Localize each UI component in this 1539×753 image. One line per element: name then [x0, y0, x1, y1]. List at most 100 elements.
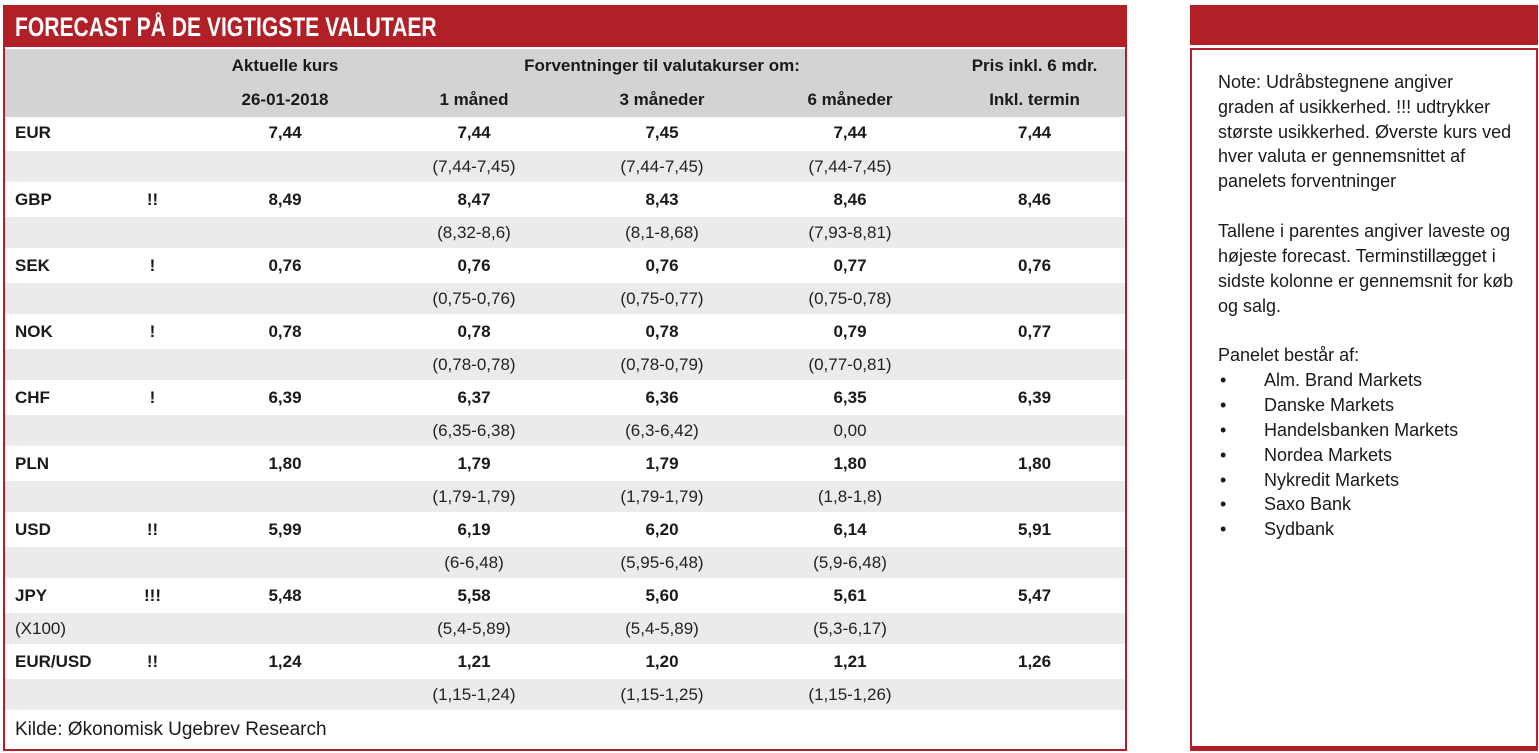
header-date: 26-01-2018 [190, 83, 380, 117]
forecast-3m-range-cell: (0,75-0,77) [568, 281, 756, 316]
currency-main-row: NOK! 0,78 0,78 0,78 0,79 0,77 [5, 315, 1125, 348]
forecast-1m-range-cell: (1,15-1,24) [380, 677, 568, 712]
currency-cell: PLN [15, 453, 49, 473]
spacer-cell [115, 413, 190, 448]
currency-main-row: JPY!!! 5,48 5,58 5,60 5,61 5,47 [5, 579, 1125, 612]
forecast-1m-cell: 7,44 [457, 123, 491, 142]
spacer-cell [5, 49, 115, 83]
spacer-cell [190, 611, 380, 646]
termin-price-cell: 1,80 [1017, 453, 1052, 473]
currency-main-row: SEK! 0,76 0,76 0,76 0,77 0,76 [5, 249, 1125, 282]
list-item: • Alm. Brand Markets [1218, 368, 1514, 393]
uncertainty-cell: !! [146, 519, 159, 539]
spacer-cell [944, 611, 1126, 646]
forecast-6m-range-cell: (0,77-0,81) [756, 347, 945, 382]
current-rate-cell: 1,80 [268, 453, 302, 473]
currency-cell: EUR/USD [15, 651, 92, 671]
spacer-cell [5, 83, 115, 117]
note-paragraph-uncertainty: Note: Udråbstegnene angiver graden af us… [1218, 72, 1512, 192]
panel-member-list: • Alm. Brand Markets • Danske Markets • Hande… [1218, 368, 1514, 542]
forecast-3m-cell: 6,20 [645, 519, 679, 539]
header-3-maaneder: 3 måneder [568, 83, 756, 117]
uncertainty-cell: ! [149, 255, 156, 275]
forecast-1m-range-cell: (6-6,48) [380, 545, 568, 580]
panel-heading: Panelet består af: [1218, 345, 1360, 366]
currency-sub-cell [5, 479, 115, 514]
spacer-cell [115, 347, 190, 382]
currency-cell: EUR [15, 123, 51, 142]
currency-cell: NOK [15, 321, 53, 341]
source-label: Kilde: Økonomisk Ugebrev Research [5, 711, 1126, 748]
forecast-1m-range-cell: (7,44-7,45) [380, 149, 568, 184]
spacer-cell [944, 347, 1126, 382]
list-item-label: Alm. Brand Markets [1264, 370, 1423, 391]
current-rate-cell: 8,49 [268, 189, 302, 209]
list-item-label: Nordea Markets [1264, 444, 1393, 465]
termin-price-cell: 5,47 [1017, 585, 1052, 605]
forecast-3m-cell: 5,60 [645, 585, 679, 605]
forecast-3m-range-cell: (8,1-8,68) [568, 215, 756, 250]
spacer-cell [115, 149, 190, 184]
currency-cell: USD [15, 519, 51, 539]
forecast-1m-range-cell: (0,78-0,78) [380, 347, 568, 382]
bullet-icon: • [1220, 370, 1227, 391]
table-header-row-2: 26-01-2018 1 måned 3 måneder 6 måneder I… [5, 83, 1126, 117]
spacer-cell [115, 215, 190, 250]
spacer-cell [115, 281, 190, 316]
currency-range-row: (7,44-7,45) (7,44-7,45) (7,44-7,45) [5, 149, 1126, 184]
currency-cell: GBP [15, 189, 52, 209]
currency-range-row: (8,32-8,6) (8,1-8,68) (7,93-8,81) [5, 215, 1126, 250]
currency-range-row: (1,79-1,79) (1,79-1,79) (1,8-1,8) [5, 479, 1126, 514]
forecast-1m-range-cell: (5,4-5,89) [380, 611, 568, 646]
forecast-1m-cell: 6,37 [457, 387, 491, 407]
uncertainty-cell: !! [146, 651, 159, 671]
spacer-cell [115, 83, 190, 117]
spacer-cell [190, 281, 380, 316]
header-aktuelle-kurs: Aktuelle kurs [190, 49, 380, 83]
table-header: Aktuelle kurs Forventninger til valutaku… [5, 49, 1126, 117]
note-paragraph-ranges: Tallene i parentes angiver laveste og hø… [1218, 221, 1514, 316]
spacer-cell [190, 413, 380, 448]
currency-range-row: (1,15-1,24) (1,15-1,25) (1,15-1,26) [5, 677, 1126, 712]
termin-price-cell: 5,91 [1017, 519, 1052, 539]
termin-price-cell: 8,46 [1017, 189, 1052, 209]
currency-main-row: USD!! 5,99 6,19 6,20 6,14 5,91 [5, 513, 1125, 546]
currency-cell: SEK [15, 255, 50, 275]
forecast-3m-range-cell: (6,3-6,42) [568, 413, 756, 448]
forecast-6m-cell: 0,77 [833, 255, 867, 275]
forecast-3m-range-cell: (7,44-7,45) [568, 149, 756, 184]
currency-sub-cell [5, 677, 115, 712]
forecast-6m-range-cell: (5,3-6,17) [756, 611, 945, 646]
forecast-1m-range-cell: (1,79-1,79) [380, 479, 568, 514]
forecast-3m-range-cell: (1,15-1,25) [568, 677, 756, 712]
bullet-icon: • [1220, 469, 1227, 490]
forecast-6m-range-cell: (5,9-6,48) [756, 545, 945, 580]
spacer-cell [190, 545, 380, 580]
forecast-3m-range-cell: (0,78-0,79) [568, 347, 756, 382]
forecast-1m-cell: 5,58 [457, 585, 491, 605]
currency-cell: JPY [15, 585, 48, 605]
uncertainty-cell: ! [149, 321, 156, 341]
page-title: FORECAST PÅ DE VIGTIGSTE VALUTAER [15, 11, 437, 42]
uncertainty-cell: !!! [144, 585, 161, 605]
currency-sub-cell [5, 215, 115, 250]
forecast-6m-cell: 5,61 [833, 585, 867, 605]
currency-range-row: (X100) (5,4-5,89) (5,4-5,89) (5,3-6,17) [5, 611, 1126, 646]
bullet-icon: • [1220, 494, 1227, 515]
currency-range-row: (6,35-6,38) (6,3-6,42) 0,00 [5, 413, 1126, 448]
source-row: Kilde: Økonomisk Ugebrev Research [5, 711, 1126, 748]
uncertainty-cell: ! [149, 387, 156, 407]
forecast-6m-cell: 6,14 [833, 519, 867, 539]
spacer-cell [190, 149, 380, 184]
current-rate-cell: 6,39 [268, 387, 302, 407]
spacer-cell [115, 49, 190, 83]
forecast-3m-cell: 1,20 [645, 651, 679, 671]
termin-price-cell: 6,39 [1017, 387, 1052, 407]
forecast-1m-cell: 1,79 [457, 453, 491, 473]
current-rate-cell: 1,24 [268, 651, 302, 671]
list-item: • Sydbank [1218, 517, 1514, 542]
spacer-cell [944, 545, 1126, 580]
bullet-icon: • [1220, 419, 1227, 440]
spacer-cell [944, 479, 1126, 514]
spacer-cell [190, 347, 380, 382]
